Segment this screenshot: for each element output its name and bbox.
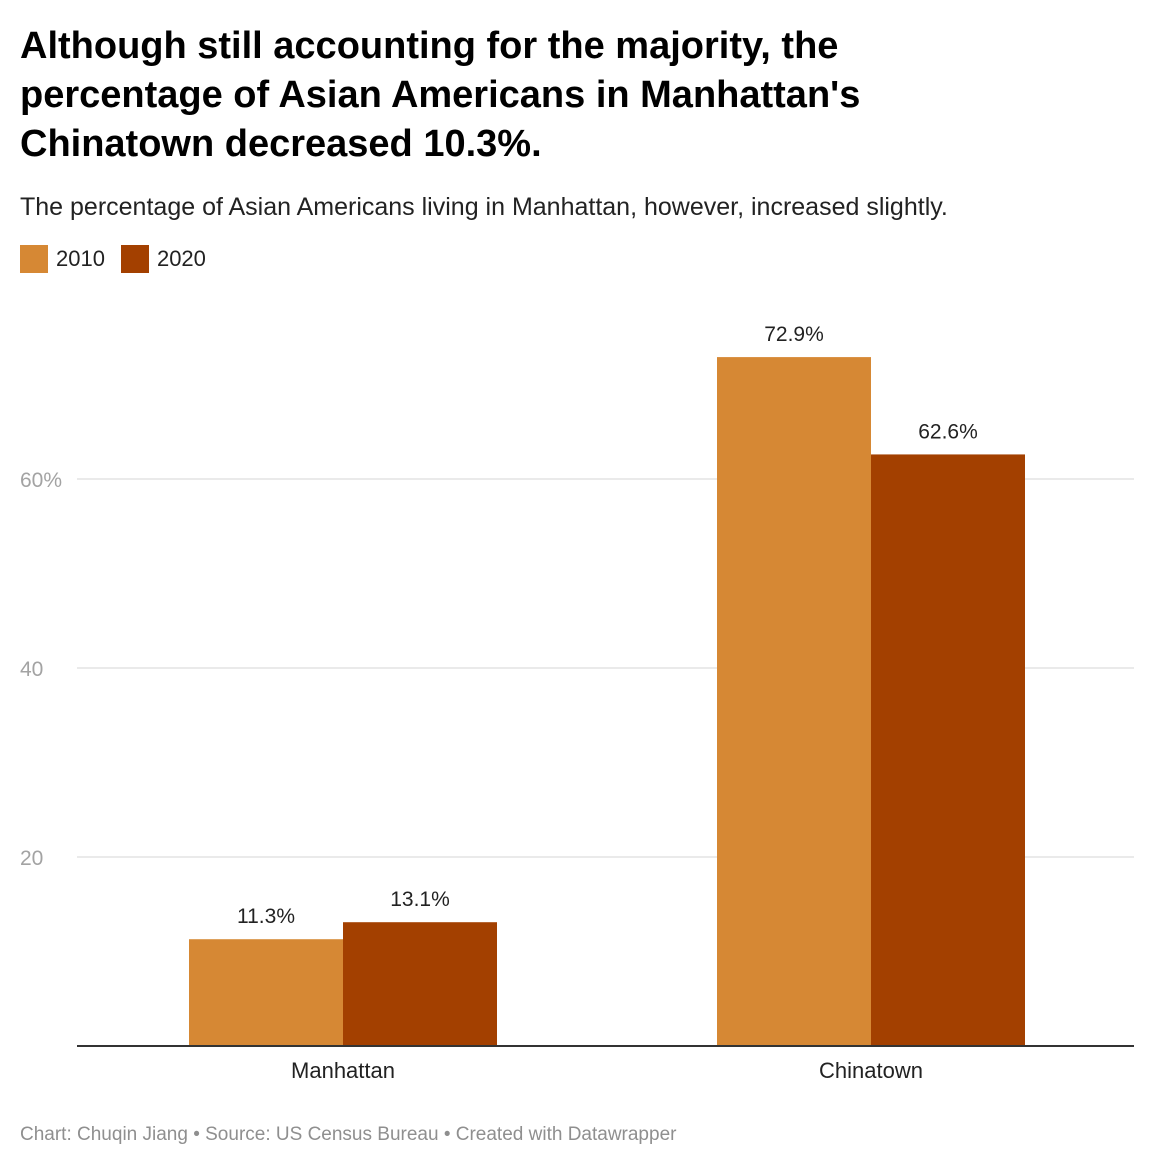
legend-item-2010: 2010 xyxy=(20,245,105,273)
bar-chinatown-2020 xyxy=(871,454,1025,1046)
data-label-manhattan-2020: 13.1% xyxy=(390,888,450,911)
bar-chart: 20 40 60% 11.3% 13.1% Manhattan 72.9% 62.6% Chin… xyxy=(20,323,1134,1083)
legend: 2010 2020 xyxy=(20,245,222,273)
bar-chinatown-2010 xyxy=(717,357,871,1047)
x-tick-label-chinatown: Chinatown xyxy=(819,1058,923,1083)
legend-label-2010: 2010 xyxy=(56,246,105,271)
bar-manhattan-2010 xyxy=(189,939,343,1046)
legend-swatch-2020 xyxy=(120,245,149,273)
data-label-chinatown-2020: 62.6% xyxy=(918,420,978,443)
legend-item-2020: 2020 xyxy=(120,245,206,273)
x-tick-label-manhattan: Manhattan xyxy=(291,1058,395,1083)
legend-label-2020: 2020 xyxy=(156,246,206,271)
y-tick-label-40: 40 xyxy=(20,658,43,681)
y-tick-label-20: 20 xyxy=(20,847,43,870)
data-label-manhattan-2010: 11.3% xyxy=(237,905,295,928)
chart-title: Although still accounting for the majori… xyxy=(20,25,861,165)
y-tick-label-60: 60% xyxy=(20,469,62,492)
data-label-chinatown-2010: 72.9% xyxy=(764,323,824,346)
legend-swatch-2010 xyxy=(20,245,48,273)
chart-subtitle: The percentage of Asian Americans living… xyxy=(20,193,948,221)
chart-footer: Chart: Chuqin Jiang • Source: US Census … xyxy=(20,1124,677,1145)
bar-manhattan-2020 xyxy=(343,922,497,1046)
